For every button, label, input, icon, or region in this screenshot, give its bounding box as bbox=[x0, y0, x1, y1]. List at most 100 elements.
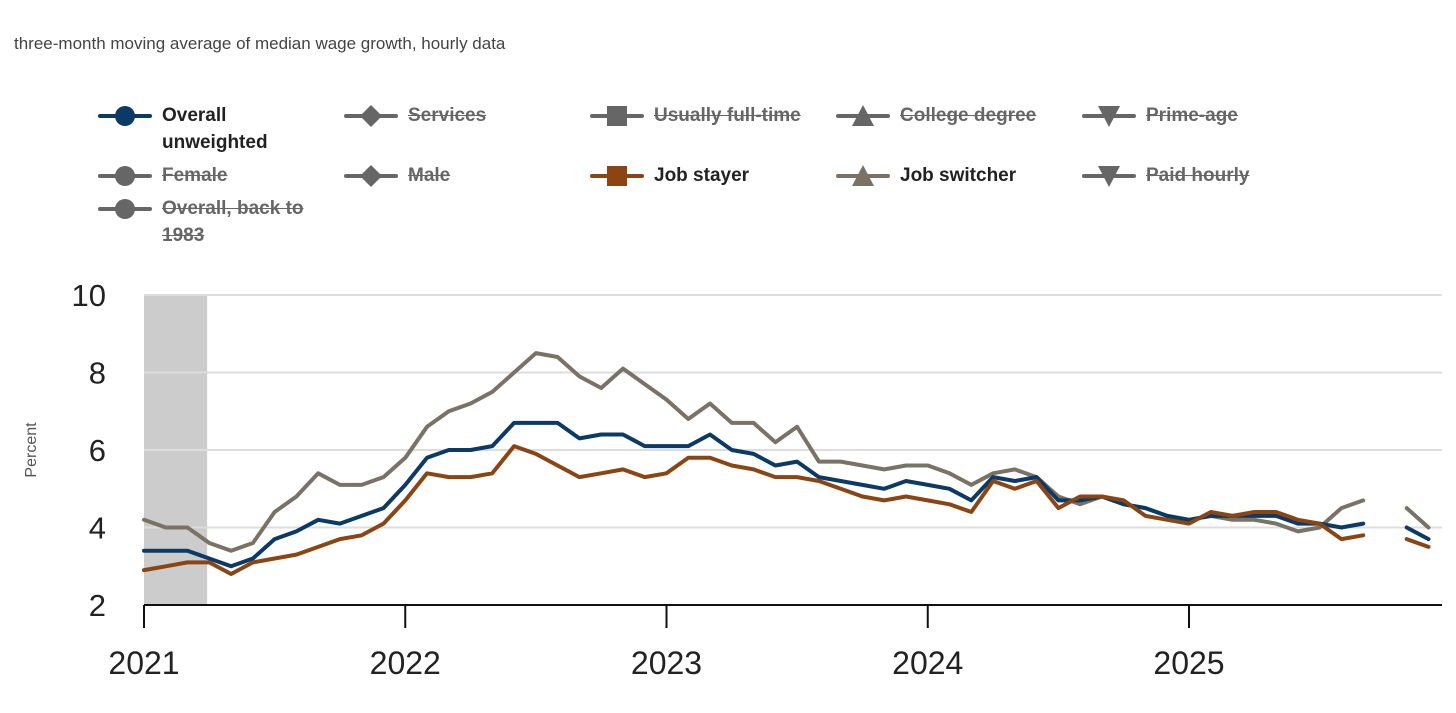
data-point[interactable] bbox=[377, 471, 389, 483]
data-point[interactable] bbox=[769, 436, 781, 448]
data-point[interactable] bbox=[508, 367, 520, 379]
data-point[interactable] bbox=[1270, 506, 1282, 518]
data-point[interactable] bbox=[530, 448, 542, 460]
data-point[interactable] bbox=[465, 398, 477, 410]
data-point[interactable] bbox=[769, 460, 781, 472]
data-point[interactable] bbox=[617, 429, 629, 441]
data-point[interactable] bbox=[443, 471, 455, 483]
legend-item-job-switcher[interactable]: Job switcher bbox=[836, 162, 1082, 189]
data-point[interactable] bbox=[661, 394, 673, 406]
data-point[interactable] bbox=[900, 491, 912, 503]
data-point[interactable] bbox=[290, 525, 302, 537]
data-point[interactable] bbox=[203, 556, 215, 568]
data-point[interactable] bbox=[182, 522, 194, 534]
data-point[interactable] bbox=[922, 479, 934, 491]
data-point[interactable] bbox=[639, 378, 651, 390]
data-point[interactable] bbox=[944, 498, 956, 510]
data-point[interactable] bbox=[334, 479, 346, 491]
data-point[interactable] bbox=[443, 405, 455, 417]
data-point[interactable] bbox=[225, 545, 237, 557]
data-point[interactable] bbox=[269, 533, 281, 545]
data-point[interactable] bbox=[334, 533, 346, 545]
data-point[interactable] bbox=[1031, 475, 1043, 487]
data-point[interactable] bbox=[791, 456, 803, 468]
data-point[interactable] bbox=[748, 463, 760, 475]
data-point[interactable] bbox=[138, 564, 150, 576]
data-point[interactable] bbox=[1401, 533, 1413, 545]
data-point[interactable] bbox=[399, 452, 411, 464]
data-point[interactable] bbox=[791, 471, 803, 483]
data-point[interactable] bbox=[1357, 518, 1369, 530]
data-point[interactable] bbox=[1357, 494, 1369, 506]
data-point[interactable] bbox=[726, 460, 738, 472]
data-point[interactable] bbox=[1314, 518, 1326, 530]
data-point[interactable] bbox=[486, 440, 498, 452]
legend-item-usually-full-time[interactable]: Usually full-time bbox=[590, 102, 836, 156]
legend-item-male[interactable]: Male bbox=[344, 162, 590, 189]
data-point[interactable] bbox=[290, 491, 302, 503]
data-point[interactable] bbox=[573, 471, 585, 483]
data-point[interactable] bbox=[878, 463, 890, 475]
data-point[interactable] bbox=[530, 347, 542, 359]
data-point[interactable] bbox=[138, 545, 150, 557]
data-point[interactable] bbox=[965, 506, 977, 518]
data-point[interactable] bbox=[922, 460, 934, 472]
data-point[interactable] bbox=[1183, 518, 1195, 530]
data-point[interactable] bbox=[399, 479, 411, 491]
data-point[interactable] bbox=[356, 529, 368, 541]
data-point[interactable] bbox=[247, 556, 259, 568]
data-point[interactable] bbox=[1161, 514, 1173, 526]
data-point[interactable] bbox=[639, 440, 651, 452]
data-point[interactable] bbox=[377, 502, 389, 514]
data-point[interactable] bbox=[682, 413, 694, 425]
legend-item-overall-unweighted[interactable]: Overall unweighted bbox=[98, 102, 344, 156]
data-point[interactable] bbox=[1335, 522, 1347, 534]
legend-item-prime-age[interactable]: Prime-age bbox=[1082, 102, 1328, 156]
data-point[interactable] bbox=[1335, 533, 1347, 545]
legend-item-job-stayer[interactable]: Job stayer bbox=[590, 162, 836, 189]
data-point[interactable] bbox=[900, 460, 912, 472]
data-point[interactable] bbox=[1096, 491, 1108, 503]
data-point[interactable] bbox=[813, 456, 825, 468]
data-point[interactable] bbox=[465, 444, 477, 456]
data-point[interactable] bbox=[617, 363, 629, 375]
data-point[interactable] bbox=[1118, 494, 1130, 506]
data-point[interactable] bbox=[835, 483, 847, 495]
data-point[interactable] bbox=[508, 440, 520, 452]
data-point[interactable] bbox=[639, 471, 651, 483]
data-point[interactable] bbox=[225, 568, 237, 580]
data-point[interactable] bbox=[1401, 502, 1413, 514]
data-point[interactable] bbox=[138, 514, 150, 526]
data-point[interactable] bbox=[1248, 506, 1260, 518]
data-point[interactable] bbox=[1074, 491, 1086, 503]
legend-item-services[interactable]: Services bbox=[344, 102, 590, 156]
data-point[interactable] bbox=[965, 479, 977, 491]
data-point[interactable] bbox=[661, 467, 673, 479]
data-point[interactable] bbox=[704, 398, 716, 410]
data-point[interactable] bbox=[1357, 529, 1369, 541]
data-point[interactable] bbox=[1052, 502, 1064, 514]
data-point[interactable] bbox=[900, 475, 912, 487]
data-point[interactable] bbox=[1422, 541, 1434, 553]
data-point[interactable] bbox=[1401, 522, 1413, 534]
data-point[interactable] bbox=[486, 467, 498, 479]
data-point[interactable] bbox=[813, 475, 825, 487]
data-point[interactable] bbox=[769, 471, 781, 483]
data-point[interactable] bbox=[856, 491, 868, 503]
data-point[interactable] bbox=[944, 467, 956, 479]
data-point[interactable] bbox=[399, 494, 411, 506]
data-point[interactable] bbox=[269, 553, 281, 565]
data-point[interactable] bbox=[552, 351, 564, 363]
data-point[interactable] bbox=[573, 370, 585, 382]
data-point[interactable] bbox=[878, 483, 890, 495]
data-point[interactable] bbox=[486, 386, 498, 398]
data-point[interactable] bbox=[1292, 514, 1304, 526]
data-point[interactable] bbox=[682, 440, 694, 452]
data-point[interactable] bbox=[508, 417, 520, 429]
data-point[interactable] bbox=[595, 429, 607, 441]
data-point[interactable] bbox=[682, 452, 694, 464]
data-point[interactable] bbox=[878, 494, 890, 506]
data-point[interactable] bbox=[704, 429, 716, 441]
data-point[interactable] bbox=[182, 545, 194, 557]
data-point[interactable] bbox=[617, 463, 629, 475]
